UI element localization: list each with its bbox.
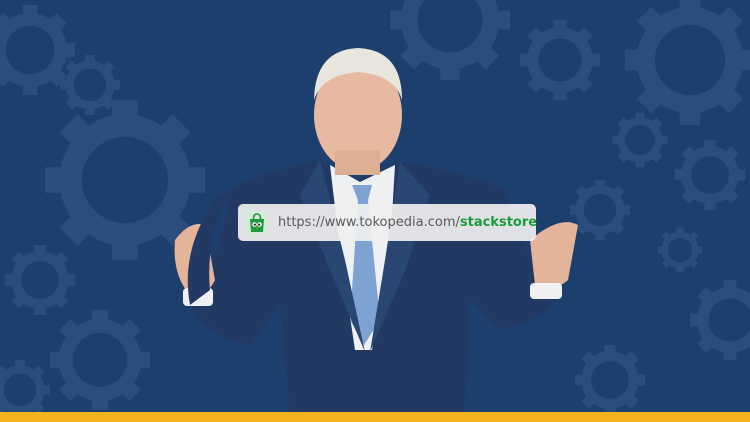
bottom-accent-bar	[0, 412, 750, 422]
shop-bag-icon	[245, 210, 269, 235]
store-url-banner: https://www.tokopedia.com/stackstore	[238, 204, 537, 241]
store-name: stackstore	[459, 215, 538, 230]
store-url-text: https://www.tokopedia.com/stackstore	[278, 215, 537, 230]
url-prefix: https://www.tokopedia.com/	[278, 215, 460, 230]
